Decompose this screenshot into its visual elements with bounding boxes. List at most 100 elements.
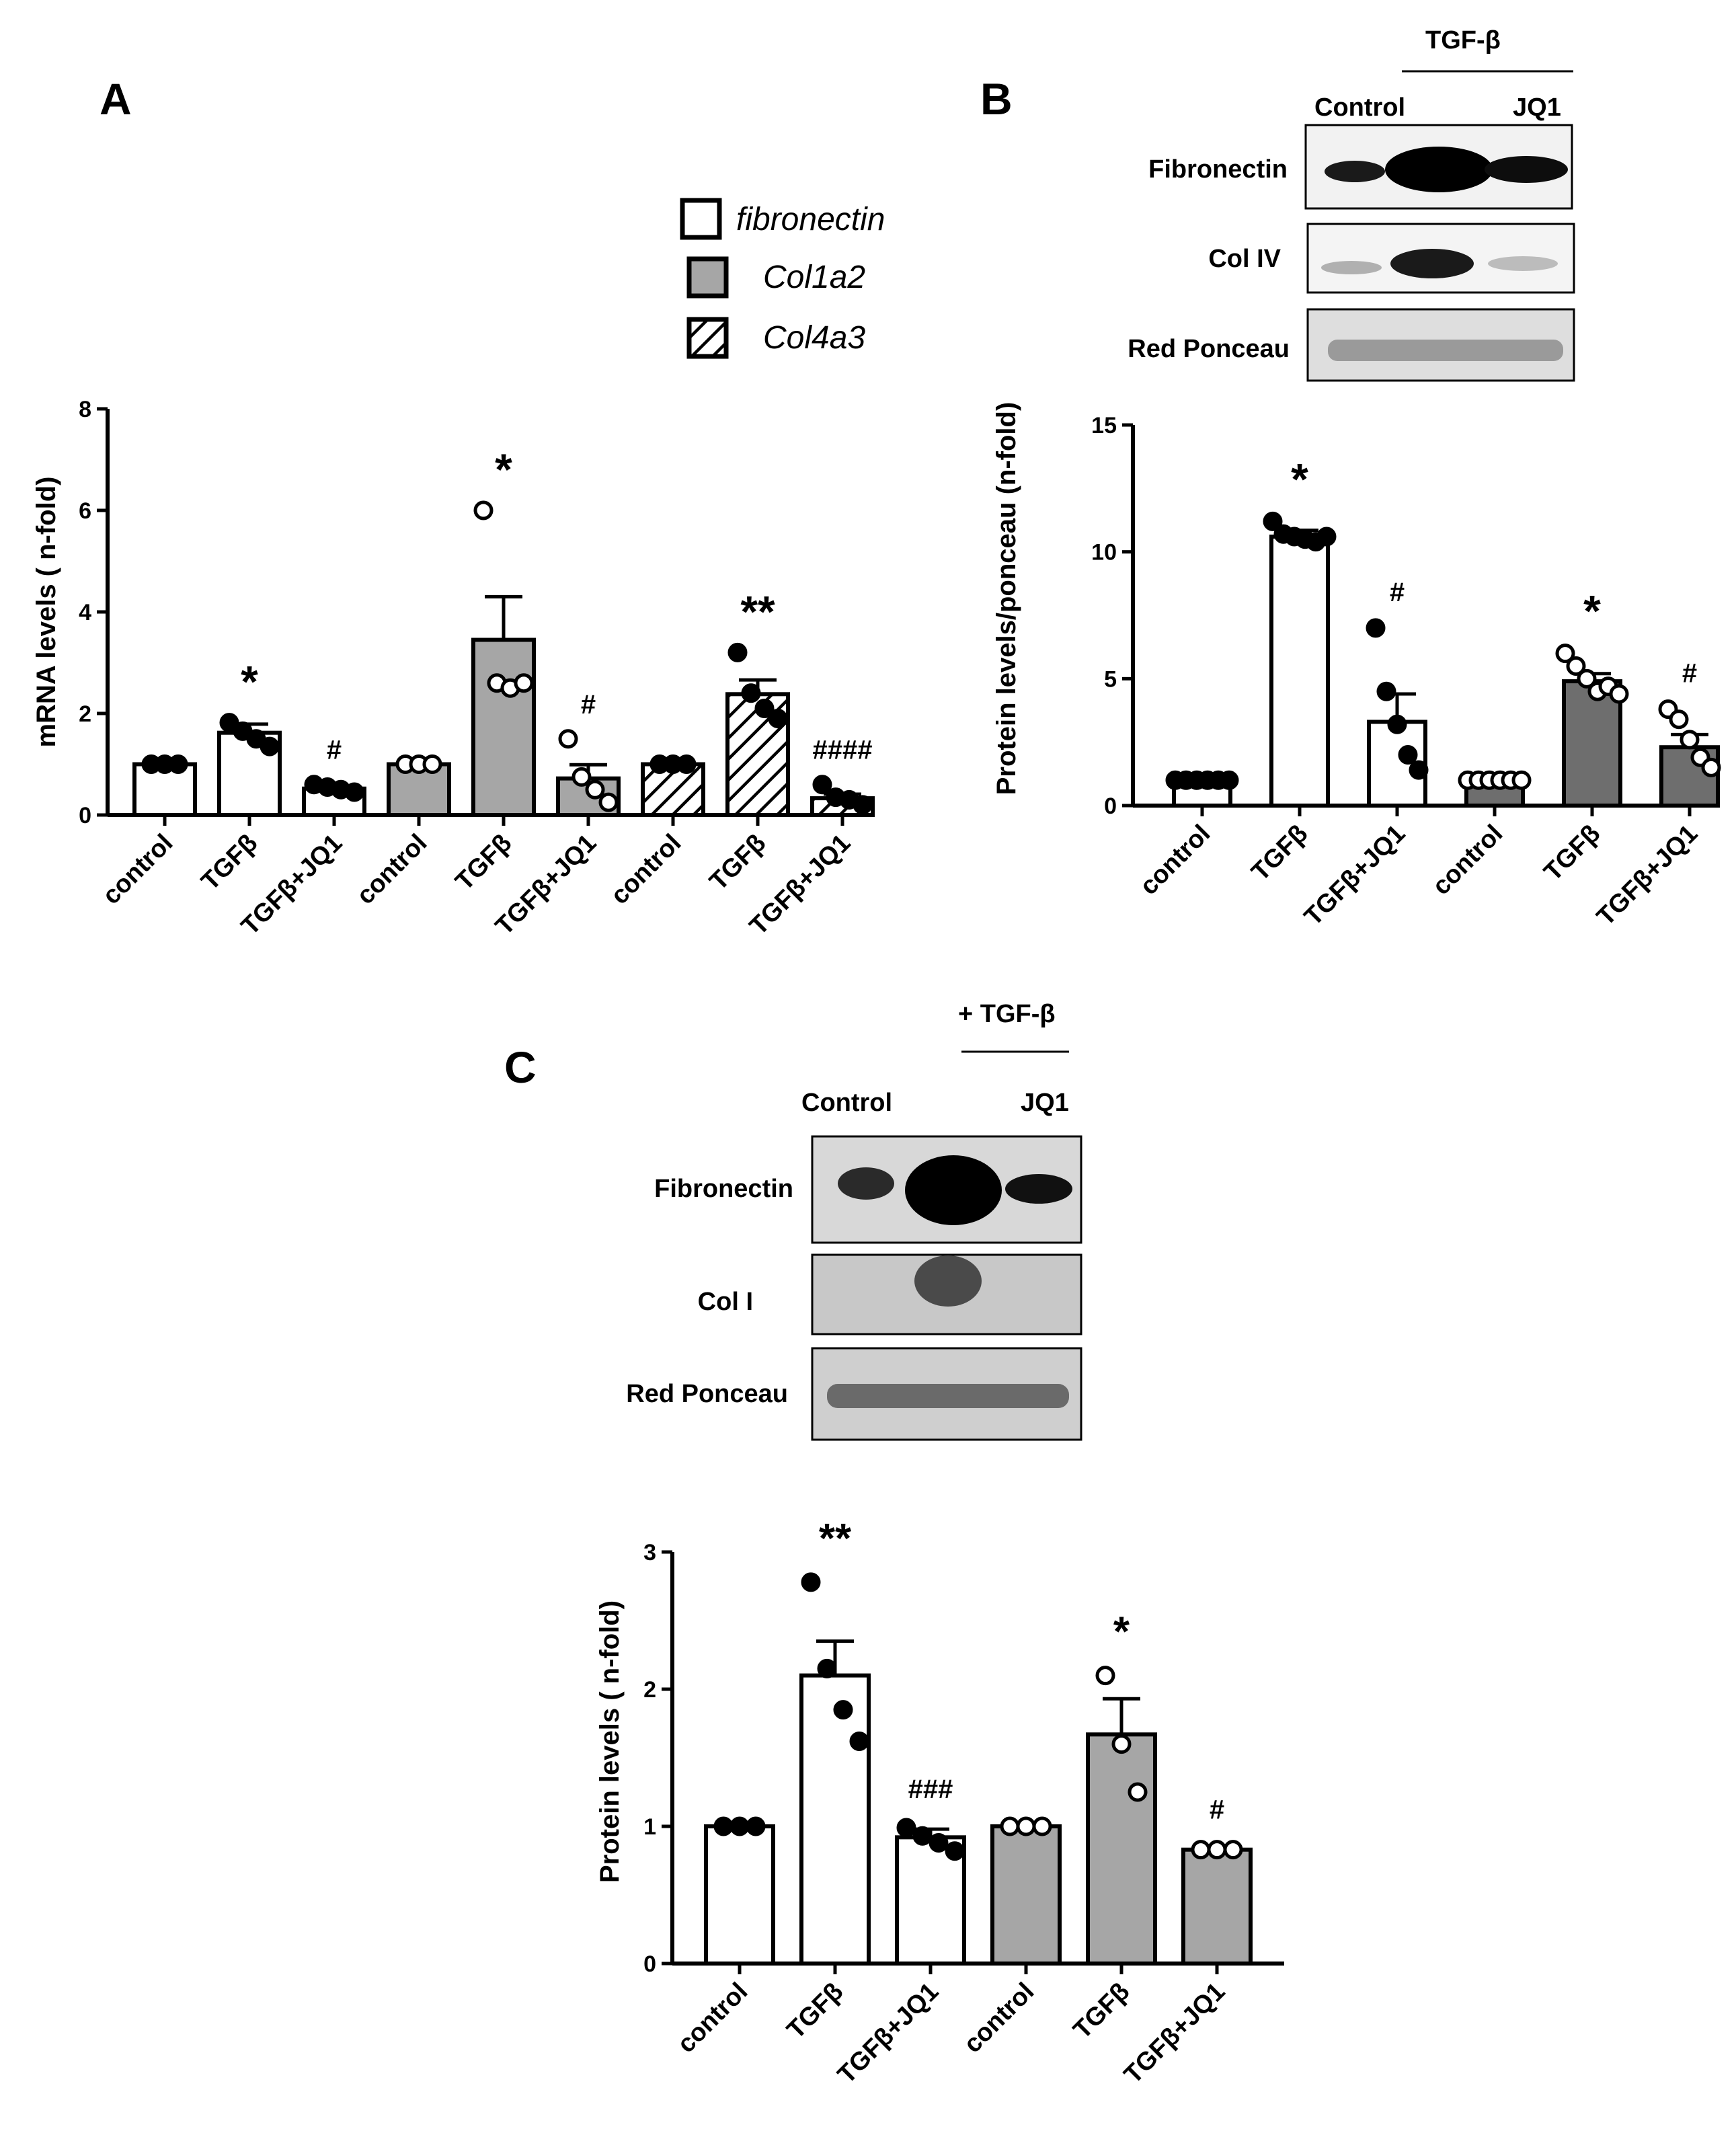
chart-c-y-tick-label: 0 [643, 1951, 656, 1977]
chart-b-significance-marker: # [1682, 659, 1697, 689]
blot-c-treatment-header: + TGF-β [958, 1000, 1056, 1028]
chart-a-data-point [571, 767, 592, 787]
chart-a-significance-marker: * [241, 657, 258, 707]
blot-b-band [1488, 256, 1558, 271]
chart-c-bar [1181, 1847, 1253, 1966]
chart-c: Protein levels ( n-fold) 0 1 2 3 control ** TG… [595, 1516, 1284, 2089]
chart-b-data-point [1701, 757, 1721, 777]
chart-b-category-label: control [1427, 820, 1509, 901]
chart-c-bar [704, 1824, 775, 1966]
blot-b-row-ponceau: Red Ponceau [1128, 335, 1290, 363]
chart-c-data-point [1207, 1840, 1227, 1860]
chart-a-significance-marker: # [327, 736, 342, 765]
chart-c-data-point [929, 1832, 949, 1853]
panel-label-a: A [100, 74, 132, 124]
chart-c-significance-marker: ### [908, 1775, 953, 1804]
chart-a-y-tick-label: 6 [79, 498, 91, 524]
chart-a-data-point [727, 642, 748, 662]
chart-a-y-tick-label: 2 [79, 701, 91, 727]
chart-c-y-tick-label: 2 [643, 1677, 656, 1703]
chart-c-data-point [1191, 1840, 1211, 1860]
legend: fibronectin Col1a2 Col4a3 [680, 198, 885, 359]
chart-b-significance-marker: * [1583, 586, 1601, 636]
chart-a-data-point [219, 713, 239, 733]
blot-b-band [1385, 147, 1493, 192]
chart-c-data-point [1111, 1734, 1132, 1754]
legend-swatch-col1a2 [686, 256, 729, 299]
chart-b-data-point [1669, 709, 1689, 730]
chart-c-significance-marker: ** [819, 1516, 852, 1562]
chart-a-category-label: TGFβ [450, 829, 518, 896]
chart-a-significance-marker: #### [813, 736, 873, 765]
chart-c-y-tick-label: 3 [643, 1540, 656, 1565]
chart-c-bar [990, 1824, 1062, 1966]
chart-b-data-point [1263, 511, 1283, 531]
chart-b-y-tick-label: 0 [1104, 793, 1117, 819]
blot-c-band [1005, 1174, 1072, 1204]
chart-b-data-point [1366, 618, 1386, 638]
chart-b-data-point [1511, 770, 1532, 790]
chart-b-category-label: TGFβ+JQ1 [1591, 820, 1703, 931]
chart-a-data-point [585, 779, 605, 800]
chart-a-data-point [514, 673, 534, 693]
blot-b-band [1321, 261, 1382, 274]
chart-b-data-point [1316, 527, 1337, 547]
blot-b-row-col: Col IV [1208, 245, 1281, 273]
blot-c-band [905, 1155, 1002, 1225]
chart-c-data-point [801, 1572, 821, 1592]
chart-a-category-label: TGFβ [196, 829, 264, 896]
chart-c-significance-marker: * [1113, 1609, 1130, 1656]
legend-label-fibronectin: fibronectin [736, 202, 885, 237]
chart-c-data-point [713, 1816, 734, 1836]
blot-c-row-fibronectin: Fibronectin [654, 1175, 793, 1203]
chart-b-data-point [1555, 644, 1575, 664]
chart-a-data-point [853, 795, 873, 815]
chart-b-data-point [1219, 770, 1239, 790]
chart-b-data-point [1680, 730, 1700, 750]
blot-b-band [1325, 161, 1385, 182]
chart-b-data-point [1577, 668, 1597, 689]
chart-c-bar [1086, 1732, 1157, 1966]
chart-a: mRNA levels ( n-fold) 0 2 4 6 8 control * TGFβ #… [32, 397, 875, 941]
blot-b-treatment-header: TGF-β [1425, 26, 1501, 54]
chart-a-data-point [260, 736, 280, 756]
chart-c-data-point [1000, 1816, 1020, 1836]
chart-b-category-label: control [1135, 820, 1216, 901]
chart-c-data-point [896, 1818, 916, 1838]
blot-c-row-col: Col I [698, 1288, 753, 1316]
chart-c-category-label: TGFβ [782, 1978, 849, 2045]
chart-c-category-label: control [959, 1978, 1040, 2059]
chart-a-ylabel: mRNA levels ( n-fold) [32, 477, 61, 748]
blot-b-band [1485, 156, 1568, 183]
chart-c-y-tick-label: 1 [643, 1814, 656, 1840]
chart-c-data-point [817, 1658, 837, 1678]
blot-c-lane-jq1: JQ1 [1021, 1089, 1069, 1117]
chart-a-data-point [473, 500, 494, 520]
blot-b-lane-jq1: JQ1 [1513, 93, 1561, 122]
blot-c-band [838, 1167, 894, 1200]
chart-a-significance-marker: ** [740, 586, 775, 636]
chart-c-significance-marker: # [1210, 1795, 1224, 1825]
legend-label-col4a3: Col4a3 [763, 320, 865, 356]
chart-c-bar [799, 1673, 871, 1966]
blot-c-row-ponceau: Red Ponceau [626, 1380, 788, 1408]
chart-b-data-point [1387, 714, 1407, 734]
chart-b-y-tick-label: 5 [1104, 666, 1117, 692]
chart-a-bar [641, 762, 705, 817]
chart-a-category-label: TGFβ [705, 829, 772, 896]
chart-c-category-label: TGFβ+JQ1 [832, 1978, 944, 2089]
blot-c-band [914, 1255, 982, 1307]
blot-b-band [1390, 249, 1474, 278]
legend-swatch-fibronectin [680, 198, 722, 240]
chart-a-data-point [598, 792, 619, 812]
chart-b-data-point [1376, 681, 1396, 701]
chart-b-ylabel: Protein levels/ponceau (n-fold) [992, 402, 1021, 795]
blot-b-band [1328, 340, 1563, 361]
chart-a-data-point [768, 709, 788, 729]
chart-b-significance-marker: * [1291, 454, 1308, 504]
chart-a-data-point [676, 754, 697, 774]
chart-c-data-point [1095, 1666, 1115, 1686]
chart-a-data-point [344, 782, 364, 802]
chart-a-category-label: control [352, 829, 433, 910]
